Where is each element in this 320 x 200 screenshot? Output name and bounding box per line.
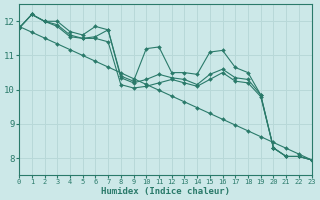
X-axis label: Humidex (Indice chaleur): Humidex (Indice chaleur) bbox=[101, 187, 230, 196]
